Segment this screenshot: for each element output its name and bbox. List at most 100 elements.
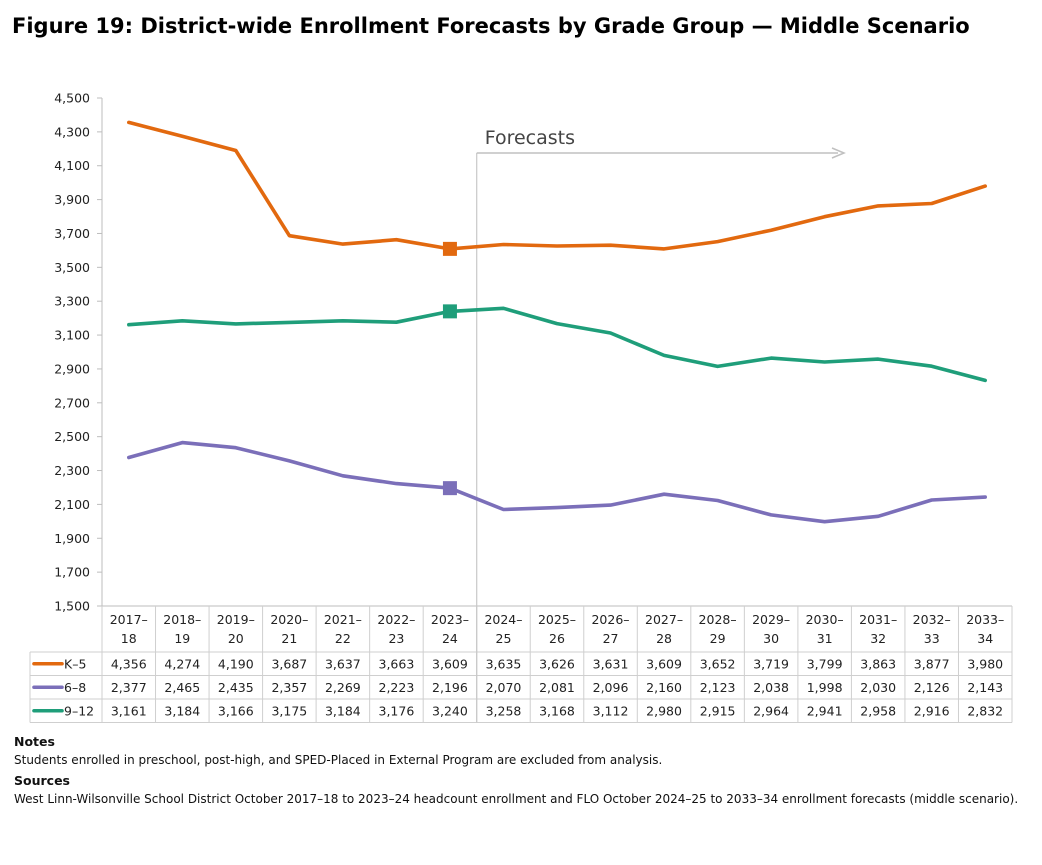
- series-line-1: [127, 440, 988, 524]
- series-marker-1: [442, 481, 457, 496]
- x-tick-label: 18: [121, 631, 137, 646]
- x-tick-label: 2031–: [859, 612, 897, 627]
- x-tick-label: 33: [924, 631, 940, 646]
- data-label: 2,143: [967, 680, 1003, 695]
- data-label: 3,161: [111, 704, 147, 719]
- x-tick-label: 27: [603, 631, 619, 646]
- data-label: 3,240: [432, 704, 468, 719]
- data-label: 3,652: [700, 657, 736, 672]
- notes-heading: Notes: [14, 734, 55, 749]
- x-tick-label: 21: [281, 631, 297, 646]
- x-tick-label: 31: [817, 631, 833, 646]
- notes-section: Notes Students enrolled in preschool, po…: [14, 734, 1024, 807]
- x-tick-label: 2018–: [163, 612, 201, 627]
- data-label: 3,635: [486, 657, 522, 672]
- data-label: 2,096: [593, 680, 629, 695]
- y-tick-label: 1,700: [54, 565, 90, 580]
- data-label: 3,663: [379, 657, 415, 672]
- y-tick-label: 3,100: [54, 328, 90, 343]
- sources-text: West Linn-Wilsonville School District Oc…: [14, 792, 1019, 806]
- data-label: 2,223: [379, 680, 415, 695]
- data-label: 3,175: [271, 704, 307, 719]
- series-marker-0: [442, 241, 457, 256]
- y-tick-label: 2,900: [54, 361, 90, 376]
- y-tick-label: 2,700: [54, 395, 90, 410]
- x-tick-label: 28: [656, 631, 672, 646]
- y-tick-label: 3,500: [54, 260, 90, 275]
- x-tick-label: 2032–: [913, 612, 951, 627]
- x-tick-label: 34: [977, 631, 993, 646]
- page-title: Figure 19: District-wide Enrollment Fore…: [12, 14, 970, 38]
- y-tick-label: 1,900: [54, 531, 90, 546]
- data-label: 2,916: [914, 704, 950, 719]
- data-label: 2,377: [111, 680, 147, 695]
- forecast-label: Forecasts: [485, 127, 575, 149]
- data-label: 1,998: [807, 680, 843, 695]
- data-label: 2,980: [646, 704, 682, 719]
- x-tick-label: 2022–: [377, 612, 415, 627]
- enrollment-line-chart: 1,500 1,700 1,900 2,100 2,300 2,500 2,700 2,900…: [29, 91, 1013, 723]
- x-tick-label: 29: [710, 631, 726, 646]
- x-tick-label: 19: [174, 631, 190, 646]
- data-label: 3,168: [539, 704, 575, 719]
- data-label: 2,958: [860, 704, 896, 719]
- legend-label: K–5: [64, 657, 86, 672]
- x-tick-label: 2021–: [324, 612, 362, 627]
- y-tick-label: 3,300: [54, 294, 90, 309]
- data-label: 2,465: [164, 680, 200, 695]
- data-label: 3,609: [646, 657, 682, 672]
- x-tick-label: 2020–: [270, 612, 308, 627]
- data-label: 3,184: [164, 704, 200, 719]
- data-label: 3,258: [486, 704, 522, 719]
- data-label: 3,877: [914, 657, 950, 672]
- y-tick-label: 3,900: [54, 192, 90, 207]
- x-tick-label: 2023–: [431, 612, 469, 627]
- x-tick-label: 2017–: [110, 612, 148, 627]
- forecast-arrowhead: [831, 147, 846, 159]
- series-marker-2: [442, 304, 457, 319]
- data-label: 3,980: [967, 657, 1003, 672]
- y-tick-label: 4,500: [54, 91, 90, 106]
- data-label: 2,030: [860, 680, 896, 695]
- data-label: 3,609: [432, 657, 468, 672]
- data-label: 2,126: [914, 680, 950, 695]
- x-tick-label: 24: [442, 631, 458, 646]
- sources-heading: Sources: [14, 773, 70, 788]
- y-tick-label: 2,100: [54, 497, 90, 512]
- notes-text: Students enrolled in preschool, post-hig…: [14, 753, 663, 767]
- data-label: 3,626: [539, 657, 575, 672]
- data-label: 2,038: [753, 680, 789, 695]
- x-tick-label: 2028–: [699, 612, 737, 627]
- data-label: 2,081: [539, 680, 575, 695]
- data-label: 4,274: [164, 657, 200, 672]
- x-tick-label: 2025–: [538, 612, 576, 627]
- data-label: 3,687: [271, 657, 307, 672]
- x-tick-label: 23: [388, 631, 404, 646]
- x-tick-label: 2027–: [645, 612, 683, 627]
- y-tick-label: 4,300: [54, 124, 90, 139]
- data-label: 3,166: [218, 704, 254, 719]
- data-label: 3,863: [860, 657, 896, 672]
- x-tick-label: 25: [496, 631, 512, 646]
- data-label: 3,176: [379, 704, 415, 719]
- data-label: 2,123: [700, 680, 736, 695]
- data-label: 4,190: [218, 657, 254, 672]
- x-tick-label: 22: [335, 631, 351, 646]
- data-label: 3,719: [753, 657, 789, 672]
- series-line-0: [127, 120, 988, 251]
- data-label: 3,112: [593, 704, 629, 719]
- data-label: 3,799: [807, 657, 843, 672]
- legend-label: 9–12: [64, 704, 94, 719]
- x-tick-label: 2033–: [966, 612, 1004, 627]
- data-label: 2,196: [432, 680, 468, 695]
- x-tick-label: 2019–: [217, 612, 255, 627]
- x-tick-label: 26: [549, 631, 565, 646]
- x-tick-label: 2026–: [591, 612, 629, 627]
- series-line-2: [127, 306, 988, 383]
- data-label: 2,435: [218, 680, 254, 695]
- x-tick-label: 20: [228, 631, 244, 646]
- data-label: 2,964: [753, 704, 789, 719]
- x-tick-label: 2030–: [806, 612, 844, 627]
- y-tick-label: 4,100: [54, 158, 90, 173]
- x-tick-label: 2029–: [752, 612, 790, 627]
